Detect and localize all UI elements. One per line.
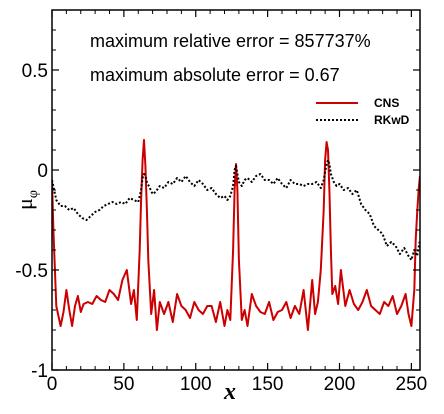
y-tick-label: 0.5 — [22, 61, 48, 82]
y-tick-label: -0.5 — [15, 261, 48, 282]
legend: CNS RKwD — [316, 96, 410, 127]
y-axis-label-main: μ — [12, 198, 37, 210]
x-axis-label: x — [223, 379, 236, 405]
series-line-cns — [52, 139, 420, 331]
y-tick-label: 0 — [37, 161, 48, 182]
x-tick-label: 50 — [113, 374, 134, 395]
y-axis-label: μφ — [12, 190, 41, 210]
legend-rkwd-label: RKwD — [374, 113, 410, 127]
axis-layer: 0 50 100 150 200 250 -1 -0.5 0 0.5 — [15, 10, 427, 395]
x-tick-label: 250 — [396, 374, 428, 395]
x-tick-label: 200 — [324, 374, 356, 395]
x-tick-label: 150 — [252, 374, 284, 395]
x-tick-label: 0 — [47, 374, 58, 395]
svg-text:μφ: μφ — [12, 190, 41, 210]
x-tick-label: 100 — [180, 374, 212, 395]
series-layer — [52, 139, 420, 331]
legend-cns-label: CNS — [374, 96, 399, 110]
annotation-relative-error: maximum relative error = 857737% — [90, 31, 371, 51]
annotation-absolute-error: maximum absolute error = 0.67 — [90, 65, 340, 85]
y-axis-label-subscript: φ — [26, 190, 41, 198]
plot-frame — [51, 9, 421, 371]
y-tick-label: -1 — [31, 361, 48, 382]
series-line-rkwd — [52, 159, 420, 261]
